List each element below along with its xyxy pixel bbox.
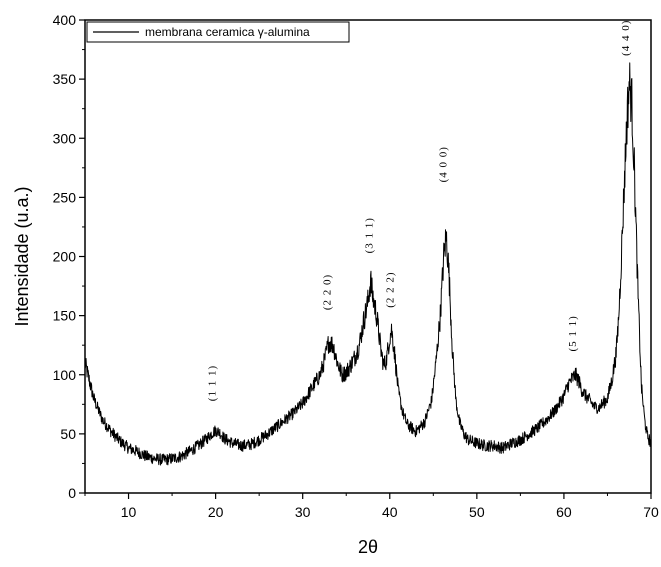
y-tick-label: 150 bbox=[53, 308, 77, 324]
x-tick-label: 20 bbox=[208, 504, 224, 520]
series-layer bbox=[84, 62, 652, 466]
y-tick-label: 250 bbox=[53, 189, 77, 205]
peak-label: (5 1 1) bbox=[567, 315, 579, 351]
x-tick-label: 70 bbox=[643, 504, 659, 520]
plot-frame bbox=[84, 19, 652, 494]
legend: membrana ceramica γ-alumina bbox=[86, 21, 350, 43]
x-tick-label: 50 bbox=[469, 504, 485, 520]
y-tick-label: 200 bbox=[53, 249, 77, 265]
peak-label: (2 2 0) bbox=[322, 274, 334, 310]
x-axis: 10 20 30 40 50 60 70 bbox=[84, 493, 659, 520]
x-axis-title: 2θ bbox=[358, 537, 378, 557]
peak-label: (1 1 1) bbox=[207, 365, 219, 401]
peak-label: (2 2 2) bbox=[384, 271, 396, 307]
plot-border bbox=[84, 19, 652, 494]
series-line bbox=[84, 62, 652, 466]
y-tick-label: 100 bbox=[53, 367, 77, 383]
y-tick-label: 50 bbox=[60, 426, 76, 442]
x-tick-label: 30 bbox=[295, 504, 311, 520]
y-axis: 0 50 100 150 200 250 300 350 400 bbox=[53, 12, 85, 501]
x-tick-label: 60 bbox=[556, 504, 572, 520]
peak-label: (4 0 0) bbox=[437, 146, 449, 182]
peak-annotations: (1 1 1) (2 2 0) (3 1 1) (2 2 2) (4 0 0) (5 1 … bbox=[207, 20, 633, 402]
y-tick-label: 300 bbox=[53, 130, 77, 146]
peak-label: (3 1 1) bbox=[363, 217, 375, 253]
x-tick-label: 40 bbox=[382, 504, 398, 520]
y-tick-label: 400 bbox=[53, 12, 77, 28]
legend-entry: membrana ceramica γ-alumina bbox=[145, 25, 310, 39]
legend-box bbox=[86, 21, 350, 43]
y-axis-title: Intensidade (u.a.) bbox=[12, 186, 32, 326]
y-tick-label: 0 bbox=[68, 485, 76, 501]
peak-label: (4 4 0) bbox=[620, 20, 632, 56]
y-tick-label: 350 bbox=[53, 71, 77, 87]
x-tick-label: 10 bbox=[121, 504, 137, 520]
